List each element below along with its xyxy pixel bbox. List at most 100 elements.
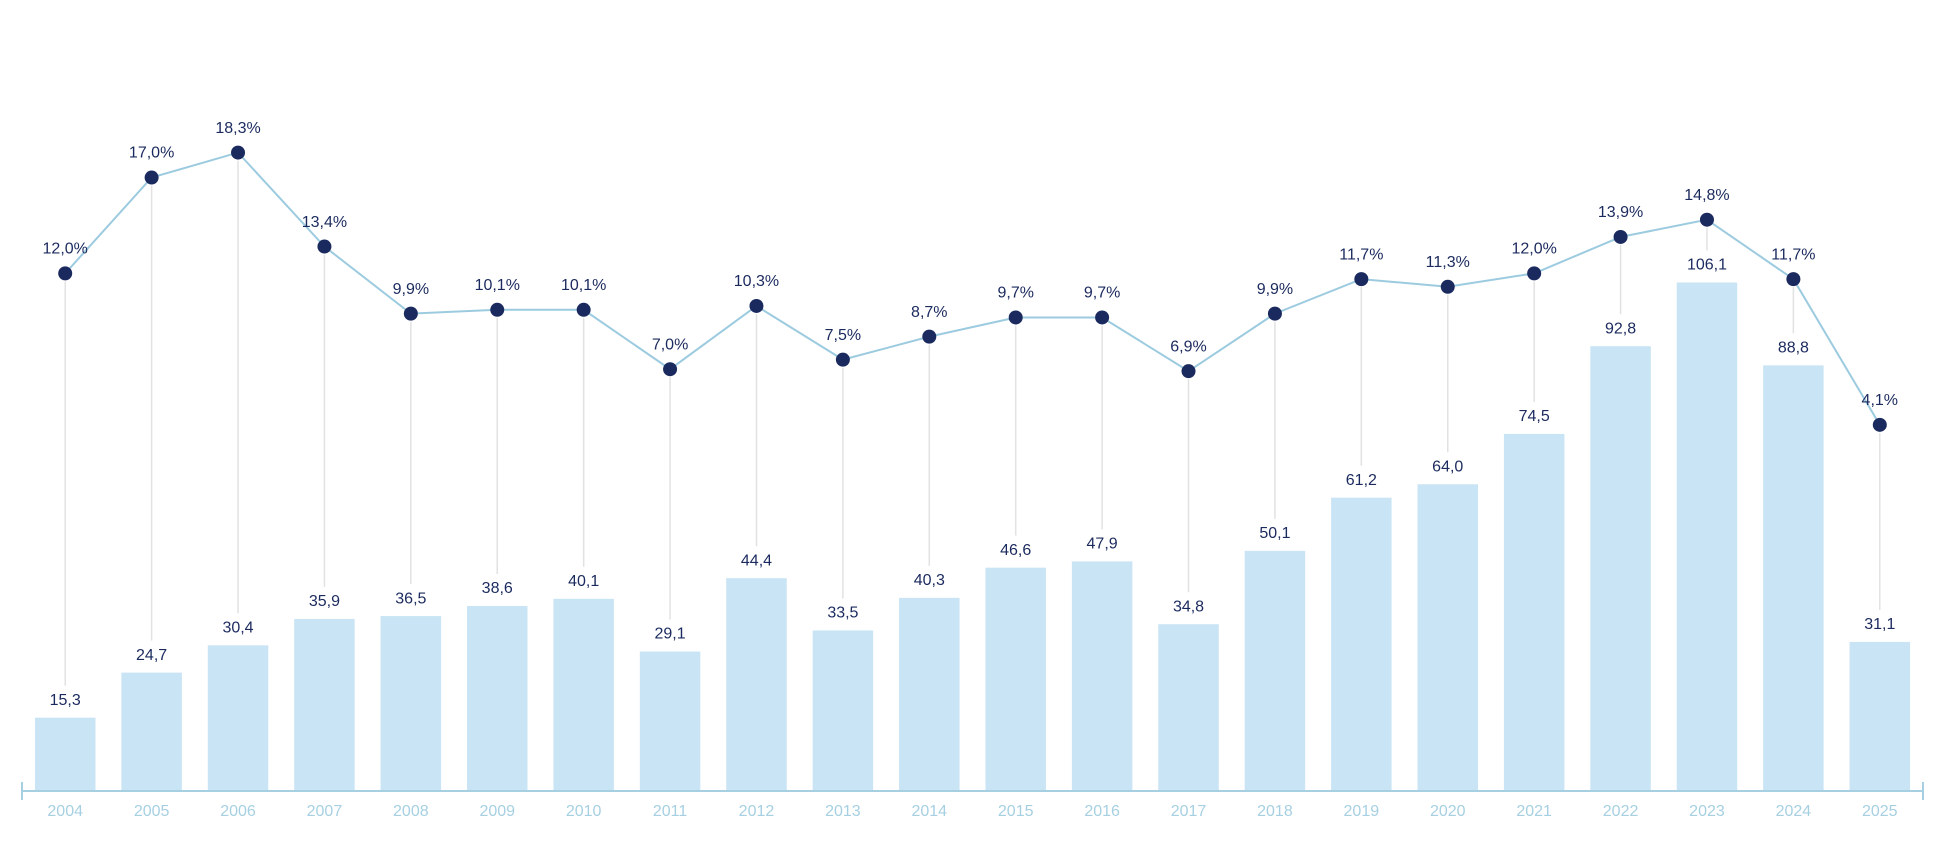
line-value-label: 11,7% [1339,246,1383,263]
point [403,306,418,321]
line-value-label: 13,9% [1598,204,1643,221]
line-value-label: 6,9% [1170,338,1206,355]
bar-value-label: 46,6 [1000,542,1031,559]
line-value-label: 12,0% [43,241,88,258]
point [1267,306,1282,321]
point [1008,310,1023,325]
bar-value-label: 15,3 [50,692,81,709]
x-tick-label: 2019 [1344,803,1380,820]
line-value-label: 7,0% [652,336,688,353]
x-tick-label: 2004 [47,803,83,820]
bar-value-label: 106,1 [1687,257,1727,274]
line-value-label: 10,1% [561,277,606,294]
line-value-label: 9,9% [1257,281,1293,298]
bar-value-label: 38,6 [482,580,513,597]
line-value-label: 10,1% [475,277,520,294]
point [922,329,937,344]
x-tick-label: 2017 [1171,803,1207,820]
line-value-label: 12,0% [1511,241,1556,258]
bar [207,645,269,791]
bar-value-label: 33,5 [827,605,858,622]
x-tick-label: 2007 [307,803,343,820]
point [749,298,764,313]
x-tick-label: 2012 [739,803,775,820]
bar-value-label: 40,3 [914,572,945,589]
bar [1503,433,1565,791]
bar [553,598,614,791]
point [317,239,332,254]
bar-value-label: 88,8 [1778,340,1809,357]
bar [294,618,355,791]
point [576,302,591,317]
x-tick-label: 2025 [1862,803,1898,820]
bar [467,605,528,791]
bar-value-label: 31,1 [1864,616,1895,633]
line-value-label: 11,3% [1426,254,1470,271]
x-tick-label: 2006 [220,803,256,820]
point [1354,272,1369,287]
point [835,352,850,367]
line-value-label: 17,0% [129,145,174,162]
x-tick-label: 2009 [479,803,515,820]
point [1181,364,1196,379]
line-value-label: 9,7% [1084,285,1120,302]
point [490,302,505,317]
point [1440,279,1455,294]
bar [639,651,701,791]
line [64,151,1881,426]
point [1613,229,1628,244]
bar [726,578,787,791]
bar-value-label: 74,5 [1519,408,1550,425]
x-tick-label: 2005 [134,803,170,820]
line-value-label: 13,4% [302,214,347,231]
x-tick-label: 2021 [1516,803,1552,820]
line-value-label: 8,7% [911,304,947,321]
bar-value-label: 44,4 [741,552,772,569]
point [1527,266,1542,281]
line-value-label: 9,9% [393,281,429,298]
bar [1590,346,1651,791]
bar [1417,484,1478,791]
bar [1849,641,1911,791]
bar-value-label: 64,0 [1432,458,1463,475]
bar [1763,365,1824,791]
bar-value-label: 92,8 [1605,320,1636,337]
point [1699,212,1714,227]
bar-value-label: 30,4 [222,620,253,637]
bar-value-label: 61,2 [1346,472,1377,489]
bar-value-label: 50,1 [1259,525,1290,542]
bar-value-label: 36,5 [395,590,426,607]
bar-value-label: 29,1 [654,626,685,643]
bar [121,672,182,791]
bar [899,597,960,791]
bar [1331,497,1392,791]
line-value-label: 14,8% [1684,187,1729,204]
x-tick-label: 2018 [1257,803,1293,820]
bar [812,630,874,791]
point [58,266,73,281]
line-value-label: 10,3% [734,273,779,290]
bar-value-label: 34,8 [1173,598,1204,615]
bar [1158,624,1219,791]
bar [34,717,96,791]
bar-value-label: 35,9 [309,593,340,610]
point [231,145,246,160]
line-value-label: 9,7% [997,285,1033,302]
line-value-label: 18,3% [215,120,260,137]
bar [985,567,1046,791]
x-tick-label: 2024 [1776,803,1812,820]
line-value-label: 4,1% [1862,392,1898,409]
point [144,170,159,185]
x-tick-label: 2010 [566,803,602,820]
bar-value-label: 24,7 [136,647,167,664]
x-tick-label: 2013 [825,803,861,820]
bar [1676,282,1738,791]
point [1786,272,1801,287]
x-tick-label: 2016 [1084,803,1120,820]
line-value-label: 7,5% [825,327,861,344]
bar [380,616,442,791]
x-tick-label: 2015 [998,803,1034,820]
x-tick-label: 2008 [393,803,429,820]
point [663,362,678,377]
